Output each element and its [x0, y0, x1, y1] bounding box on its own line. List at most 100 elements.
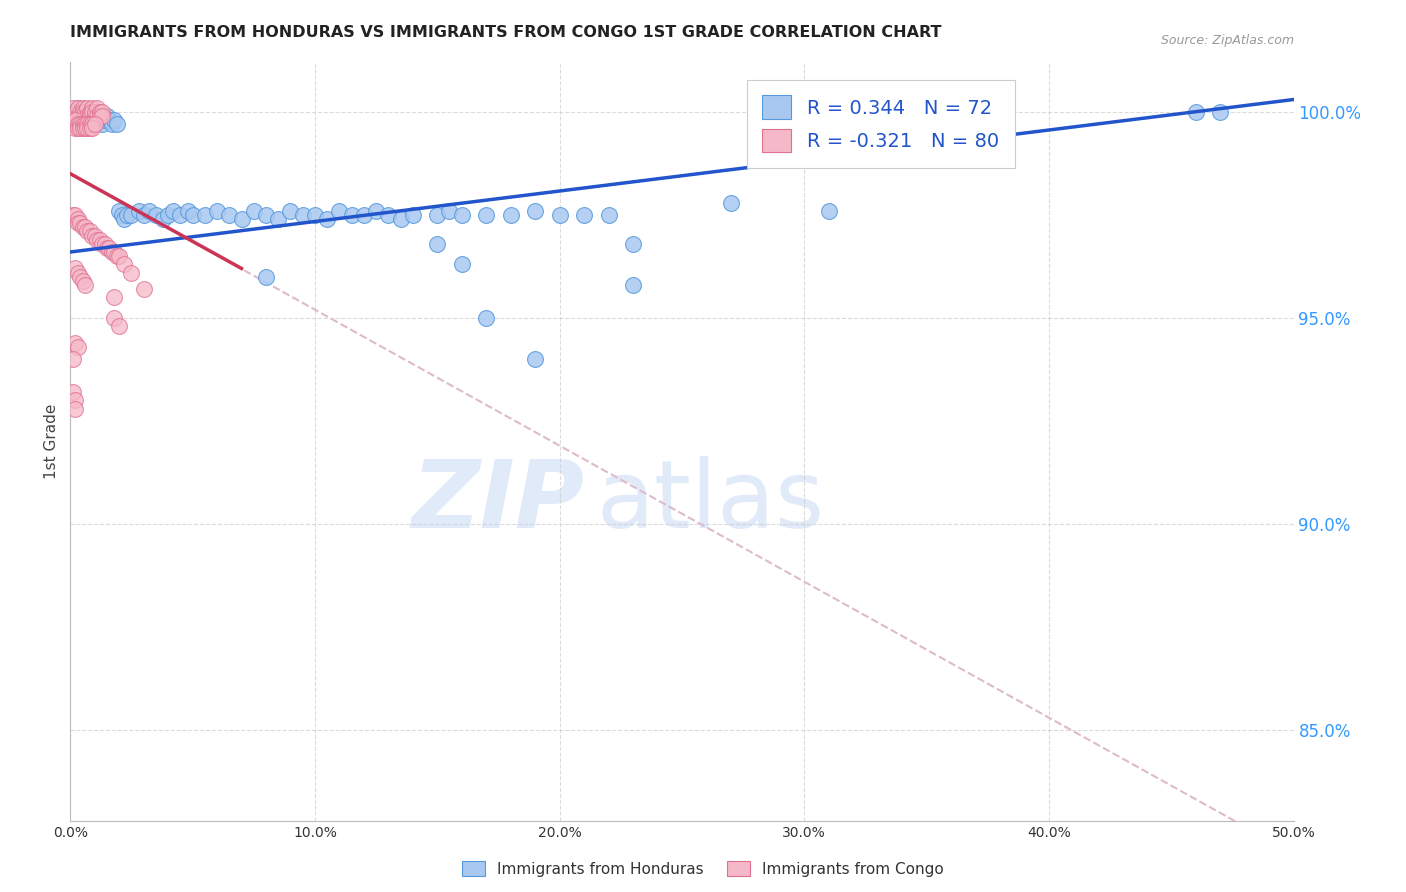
Point — [69, 104, 91, 119]
Point — [62, 208, 84, 222]
Point — [72, 101, 94, 115]
Point — [328, 203, 350, 218]
Point — [231, 212, 253, 227]
Point — [73, 220, 96, 235]
Point — [66, 266, 89, 280]
Point — [353, 208, 375, 222]
Point — [76, 109, 98, 123]
Point — [280, 203, 302, 218]
Point — [62, 101, 84, 115]
Point — [63, 113, 86, 128]
Point — [62, 352, 84, 367]
Point — [103, 245, 125, 260]
Point — [66, 216, 89, 230]
Point — [62, 113, 84, 128]
Point — [66, 212, 89, 227]
Point — [63, 335, 86, 350]
Point — [720, 195, 742, 210]
Point — [103, 310, 125, 325]
Point — [218, 208, 240, 222]
Point — [162, 203, 184, 218]
Point — [89, 233, 111, 247]
Point — [377, 208, 399, 222]
Point — [128, 203, 150, 218]
Point — [72, 220, 94, 235]
Point — [499, 208, 522, 222]
Point — [79, 117, 101, 131]
Point — [63, 208, 86, 222]
Point — [243, 203, 266, 218]
Point — [121, 266, 143, 280]
Point — [267, 212, 290, 227]
Point — [450, 208, 472, 222]
Point — [108, 249, 131, 263]
Point — [79, 104, 101, 119]
Point — [79, 224, 101, 238]
Point — [96, 241, 118, 255]
Point — [89, 113, 111, 128]
Point — [105, 249, 128, 263]
Point — [316, 212, 339, 227]
Point — [115, 208, 138, 222]
Point — [475, 310, 498, 325]
Point — [79, 109, 101, 123]
Point — [63, 401, 86, 416]
Point — [572, 208, 595, 222]
Y-axis label: 1st Grade: 1st Grade — [44, 404, 59, 479]
Point — [817, 203, 839, 218]
Point — [426, 208, 449, 222]
Point — [73, 121, 96, 136]
Point — [89, 104, 111, 119]
Point — [76, 121, 98, 136]
Point — [62, 117, 84, 131]
Point — [86, 109, 108, 123]
Point — [72, 113, 94, 128]
Point — [66, 101, 89, 115]
Point — [72, 121, 94, 136]
Point — [83, 117, 105, 131]
Point — [66, 101, 89, 115]
Point — [105, 117, 128, 131]
Point — [93, 236, 115, 251]
Point — [69, 109, 91, 123]
Point — [121, 208, 143, 222]
Point — [1184, 104, 1206, 119]
Point — [598, 208, 620, 222]
Point — [304, 208, 326, 222]
Point — [96, 109, 118, 123]
Point — [86, 233, 108, 247]
Point — [72, 104, 94, 119]
Point — [91, 109, 114, 123]
Point — [621, 277, 644, 292]
Point — [169, 208, 191, 222]
Point — [98, 241, 121, 255]
Point — [108, 319, 131, 334]
Legend: Immigrants from Honduras, Immigrants from Congo: Immigrants from Honduras, Immigrants fro… — [454, 853, 952, 884]
Point — [101, 117, 124, 131]
Point — [82, 113, 104, 128]
Point — [73, 277, 96, 292]
Point — [157, 208, 180, 222]
Point — [132, 208, 155, 222]
Point — [82, 101, 104, 115]
Point — [112, 257, 135, 271]
Point — [83, 228, 105, 243]
Point — [82, 117, 104, 131]
Point — [112, 212, 135, 227]
Point — [366, 203, 388, 218]
Point — [63, 393, 86, 408]
Point — [389, 212, 412, 227]
Point — [181, 208, 204, 222]
Point — [138, 203, 160, 218]
Point — [621, 236, 644, 251]
Point — [83, 117, 105, 131]
Point — [145, 208, 167, 222]
Point — [254, 208, 277, 222]
Point — [132, 282, 155, 296]
Point — [101, 245, 124, 260]
Point — [66, 340, 89, 354]
Text: ZIP: ZIP — [411, 456, 583, 549]
Point — [103, 113, 125, 128]
Point — [73, 109, 96, 123]
Point — [66, 121, 89, 136]
